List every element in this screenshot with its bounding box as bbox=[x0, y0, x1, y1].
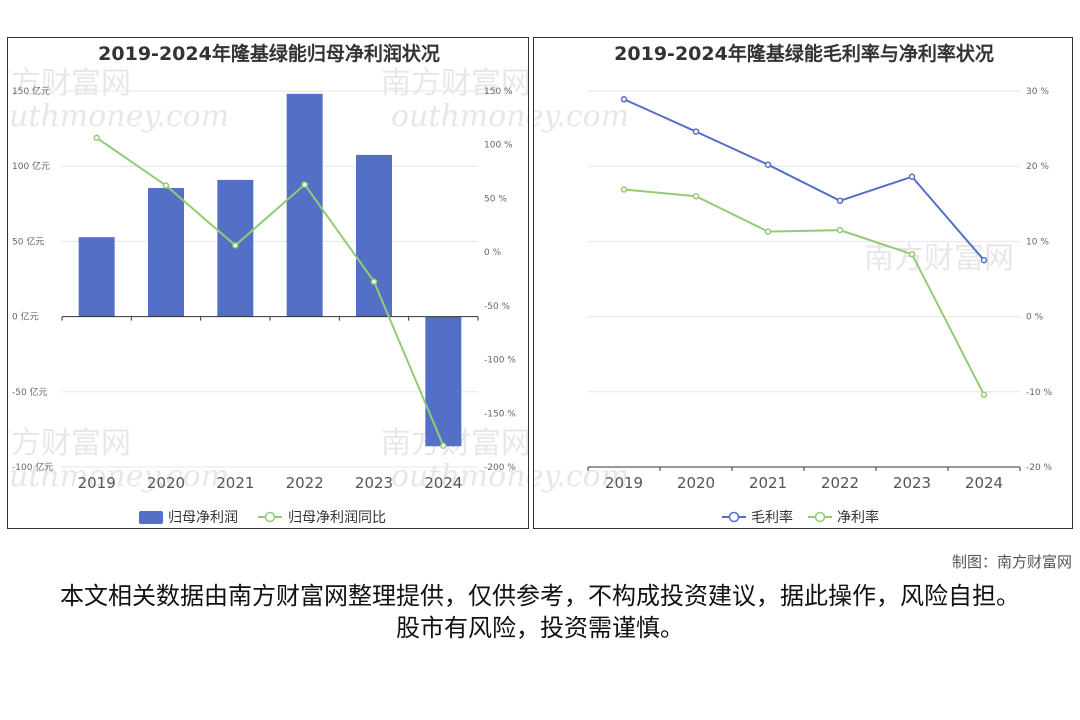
legend-line-marker bbox=[264, 511, 276, 523]
watermark-en: outhmoney.com bbox=[8, 459, 229, 494]
net-margin-point bbox=[908, 250, 916, 258]
x-tick-label: 2024 bbox=[965, 474, 1003, 492]
legend-net-label: 净利率 bbox=[837, 509, 879, 526]
gross-margin-point bbox=[980, 256, 988, 264]
net-margin-point bbox=[764, 228, 772, 235]
y-tick-label: -10 % bbox=[1026, 388, 1053, 398]
x-tick-label: 2022 bbox=[286, 474, 324, 492]
watermark-en: outhmoney.com bbox=[391, 459, 529, 494]
x-tick-label: 2019 bbox=[605, 474, 643, 492]
gross-margin-point bbox=[908, 173, 916, 180]
watermark-en: outhmoney.com bbox=[534, 99, 629, 134]
y2-tick-label: 50 % bbox=[484, 194, 507, 204]
y-tick-label: 10 % bbox=[1026, 237, 1049, 247]
net-margin-point bbox=[620, 186, 628, 193]
yoy-point bbox=[232, 242, 239, 249]
y-tick-label: 30 % bbox=[1026, 87, 1049, 97]
gross-margin-point bbox=[620, 96, 628, 103]
y-tick-label: 20 % bbox=[1026, 162, 1049, 172]
y2-tick-label: -150 % bbox=[484, 409, 516, 419]
legend-gross-label: 毛利率 bbox=[751, 509, 793, 526]
chart-title: 2019-2024年隆基绿能归母净利润状况 bbox=[98, 42, 440, 65]
gross-margin-line bbox=[623, 98, 985, 261]
legend-line-label: 归母净利润同比 bbox=[288, 509, 386, 526]
net-margin-point bbox=[836, 226, 844, 234]
yoy-point bbox=[301, 181, 308, 188]
net-profit-chart: 南方财富网outhmoney.com南方财富网outhmoney.com南方财富… bbox=[8, 42, 529, 526]
x-tick-label: 2023 bbox=[355, 474, 393, 492]
yoy-point bbox=[162, 182, 170, 189]
y2-tick-label: -50 % bbox=[484, 302, 511, 312]
y-tick-label: -50 亿元 bbox=[12, 386, 48, 398]
x-tick-label: 2021 bbox=[216, 474, 254, 492]
y2-tick-label: 0 % bbox=[484, 248, 502, 258]
watermark-cn: 南方财富网 bbox=[8, 66, 131, 101]
margin-chart: 南方财富网outhmoney.com南方财富网outhmoney.com南方财富… bbox=[534, 42, 1053, 526]
legend-net-marker bbox=[814, 511, 826, 523]
bar bbox=[286, 93, 323, 317]
watermark-cn: 南方财富网 bbox=[381, 66, 529, 101]
bar bbox=[356, 154, 392, 317]
watermark-en: outhmoney.com bbox=[8, 99, 229, 134]
yoy-point bbox=[370, 278, 378, 285]
watermark-cn: 南方财富网 bbox=[8, 426, 131, 461]
y2-tick-label: 100 % bbox=[484, 141, 513, 151]
legend-bar-label: 归母净利润 bbox=[168, 509, 238, 526]
yoy-line bbox=[96, 137, 445, 447]
gross-margin-point bbox=[764, 161, 772, 168]
bar bbox=[78, 237, 115, 317]
x-tick-label: 2022 bbox=[821, 474, 859, 492]
x-tick-label: 2020 bbox=[147, 474, 185, 492]
x-tick-label: 2024 bbox=[424, 474, 462, 492]
yoy-point bbox=[440, 442, 447, 449]
net-profit-chart-panel: 南方财富网outhmoney.com南方财富网outhmoney.com南方财富… bbox=[7, 37, 529, 529]
y2-tick-label: -100 % bbox=[484, 356, 516, 366]
legend-gross-marker bbox=[728, 511, 740, 523]
bar bbox=[148, 188, 184, 317]
legend: 毛利率 净利率 bbox=[722, 509, 879, 526]
y-tick-label: -20 % bbox=[1026, 463, 1053, 473]
legend: 归母净利润 归母净利润同比 bbox=[139, 509, 386, 526]
chart-credit: 制图：南方财富网 bbox=[951, 553, 1072, 571]
chart-title: 2019-2024年隆基绿能毛利率与净利率状况 bbox=[614, 42, 994, 65]
y-tick-label: 0 % bbox=[1026, 313, 1044, 323]
margin-chart-panel: 南方财富网outhmoney.com南方财富网outhmoney.com南方财富… bbox=[533, 37, 1073, 529]
yoy-point bbox=[93, 134, 100, 142]
y2-tick-label: -200 % bbox=[484, 463, 516, 473]
legend-bar-swatch bbox=[139, 511, 163, 524]
y-tick-label: 100 亿元 bbox=[12, 160, 50, 172]
y-tick-label: 0 亿元 bbox=[12, 311, 39, 323]
y-tick-label: 50 亿元 bbox=[12, 235, 44, 247]
y-tick-label: -100 亿元 bbox=[12, 461, 53, 473]
disclaimer-text: 本文相关数据由南方财富网整理提供，仅供参考，不构成投资建议，据此操作，风险自担。… bbox=[60, 582, 1020, 642]
net-margin-line bbox=[623, 188, 985, 396]
watermark-en: outhmoney.com bbox=[534, 459, 629, 494]
net-margin-point bbox=[980, 391, 988, 399]
gross-margin-point bbox=[836, 197, 844, 205]
watermark-en: outhmoney.com bbox=[391, 99, 529, 134]
gross-margin-point bbox=[692, 128, 700, 135]
net-margin-point bbox=[692, 193, 700, 200]
bar bbox=[425, 316, 462, 447]
x-tick-label: 2020 bbox=[677, 474, 715, 492]
x-tick-label: 2023 bbox=[893, 474, 931, 492]
y-tick-label: 150 亿元 bbox=[12, 85, 50, 97]
x-tick-label: 2019 bbox=[78, 474, 116, 492]
y2-tick-label: 150 % bbox=[484, 87, 513, 97]
x-tick-label: 2021 bbox=[749, 474, 787, 492]
